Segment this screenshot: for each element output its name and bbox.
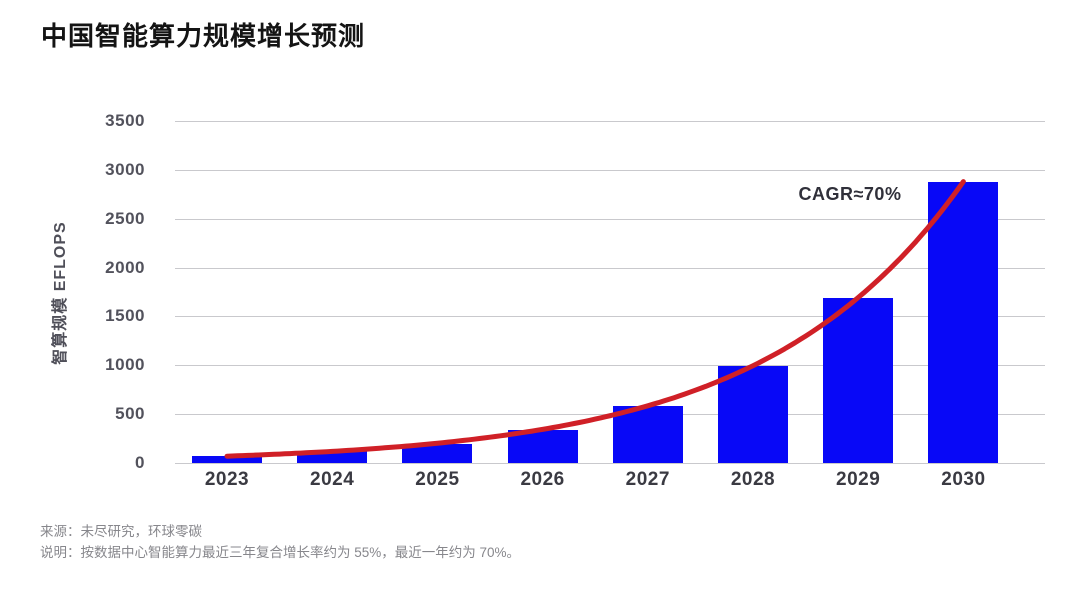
gridline bbox=[175, 121, 1045, 122]
y-tick-label: 500 bbox=[115, 404, 145, 424]
y-axis-title: 智算规模 EFLOPS bbox=[52, 221, 69, 365]
y-tick-label: 1500 bbox=[105, 306, 145, 326]
x-tick-label: 2025 bbox=[415, 469, 460, 490]
gridline bbox=[175, 463, 1045, 464]
gridline bbox=[175, 267, 1045, 269]
footer-notes: 来源：未尽研究，环球零碳 说明：按数据中心智能算力最近三年复合增长率约为 55%… bbox=[40, 522, 520, 564]
y-tick-label: 3000 bbox=[105, 159, 145, 179]
trend-line bbox=[224, 179, 966, 459]
y-tick-label: 2500 bbox=[105, 208, 145, 228]
gridline bbox=[175, 169, 1045, 171]
x-tick-label: 2029 bbox=[836, 469, 881, 490]
trend-line-path bbox=[224, 179, 966, 459]
x-tick-label: 2023 bbox=[204, 469, 250, 490]
x-tick-label: 2027 bbox=[625, 469, 670, 490]
bar-2028 bbox=[718, 366, 788, 463]
cagr-annotation: CAGR≈70% bbox=[798, 184, 902, 204]
y-tick-label: 3500 bbox=[105, 111, 145, 130]
plot-area: CAGR≈70% 0 500 1000 1500 2000 2500 3000 3500 202… bbox=[105, 111, 1045, 490]
gridline bbox=[175, 365, 1045, 367]
bar-2023 bbox=[192, 456, 262, 463]
bar-2024 bbox=[297, 451, 368, 463]
source-note: 来源：未尽研究，环球零碳 bbox=[40, 524, 202, 539]
bar-2030 bbox=[928, 181, 999, 463]
chart-title: 中国智能算力规模增长预测 bbox=[41, 21, 366, 51]
method-note: 说明：按数据中心智能算力最近三年复合增长率约为 55%，最近一年约为 70%。 bbox=[40, 545, 521, 560]
x-tick-label: 2028 bbox=[730, 469, 776, 490]
bar-2027 bbox=[612, 406, 683, 463]
x-tick-label: 2024 bbox=[310, 469, 355, 490]
y-tick-label: 2000 bbox=[105, 257, 145, 277]
gridline bbox=[175, 316, 1045, 318]
x-tick-label: 2030 bbox=[941, 469, 986, 490]
y-tick-label: 1000 bbox=[105, 355, 145, 375]
gridline bbox=[175, 218, 1045, 220]
bar-2025 bbox=[402, 443, 473, 463]
bar-2029 bbox=[823, 297, 894, 463]
x-tick-label: 2026 bbox=[520, 469, 565, 490]
y-tick-label: 0 bbox=[135, 453, 145, 472]
